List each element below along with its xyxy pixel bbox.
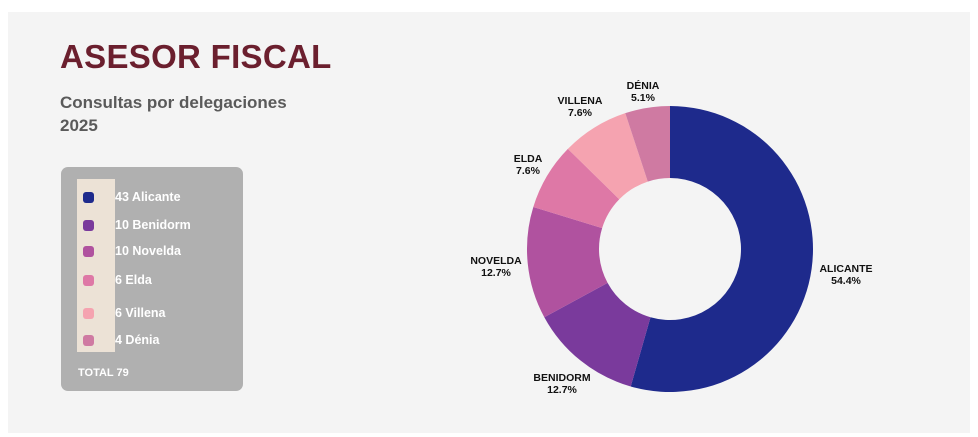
- legend-swatch-villena: [83, 307, 94, 319]
- donut-slice-villena: [567, 113, 648, 200]
- donut-slice-elda: [533, 148, 620, 229]
- subtitle-line-2: 2025: [60, 116, 98, 135]
- legend-item-villena: 6 Villena: [83, 304, 166, 322]
- page-title: ASESOR FISCAL: [60, 38, 332, 75]
- legend-total: TOTAL 79: [78, 367, 129, 379]
- slice-percent-villena: 7.6%: [568, 107, 593, 119]
- legend-swatch-novelda: [83, 245, 94, 257]
- legend-label-novelda: 10 Novelda: [115, 244, 182, 258]
- slice-percent-denia: 5.1%: [631, 92, 656, 104]
- slice-percent-alicante: 54.4%: [831, 275, 861, 287]
- donut-slice-denia: [625, 106, 670, 182]
- legend-strip: [77, 179, 115, 352]
- subtitle-line-1: Consultas por delegaciones: [60, 93, 287, 112]
- donut-slice-benidorm: [544, 282, 651, 387]
- slice-label-elda: ELDA: [514, 153, 543, 165]
- donut-slice-novelda: [527, 206, 608, 318]
- legend-item-alicante: 43 Alicante: [83, 188, 181, 206]
- legend-label-denia: 4 Dénia: [115, 333, 160, 347]
- slice-label-alicante: ALICANTE: [819, 263, 872, 275]
- legend-swatch-denia: [83, 334, 94, 346]
- slice-percent-novelda: 12.7%: [481, 267, 511, 279]
- legend-swatch-benidorm: [83, 219, 94, 231]
- slice-label-denia: DÉNIA: [627, 79, 660, 92]
- slice-label-benidorm: BENIDORM: [533, 372, 590, 384]
- donut-slice-alicante: [630, 105, 813, 392]
- slice-label-villena: VILLENA: [558, 95, 603, 107]
- slice-percent-benidorm: 12.7%: [547, 384, 577, 396]
- legend-swatch-elda: [83, 274, 94, 286]
- legend-label-alicante: 43 Alicante: [115, 190, 181, 204]
- legend-label-benidorm: 10 Benidorm: [115, 218, 191, 232]
- slice-percent-elda: 7.6%: [516, 165, 541, 177]
- slice-label-novelda: NOVELDA: [470, 255, 522, 267]
- legend-item-denia: 4 Dénia: [83, 331, 159, 349]
- legend-swatch-alicante: [83, 191, 94, 203]
- legend-panel: 43 Alicante 10 Benidorm 10 Novelda 6 Eld…: [61, 167, 243, 391]
- legend-item-benidorm: 10 Benidorm: [83, 216, 191, 234]
- legend-item-novelda: 10 Novelda: [83, 242, 181, 260]
- legend-label-villena: 6 Villena: [115, 306, 166, 320]
- legend-item-elda: 6 Elda: [83, 271, 152, 289]
- legend-label-elda: 6 Elda: [115, 273, 152, 287]
- chart-subtitle: Consultas por delegaciones 2025: [60, 91, 287, 137]
